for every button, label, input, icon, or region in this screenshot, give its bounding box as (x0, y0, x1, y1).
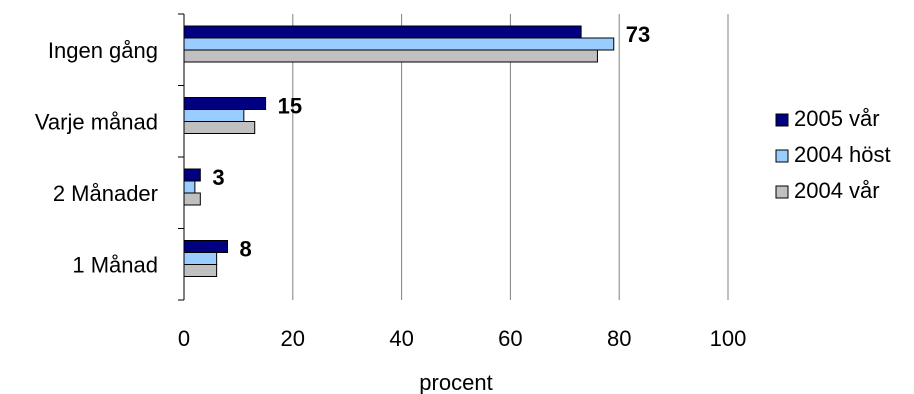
bar-3-series-2 (183, 180, 196, 194)
legend-label-2: 2004 höst (794, 142, 891, 167)
data-label-4: 8 (240, 237, 252, 262)
bar-4-series-1 (183, 240, 229, 253)
bars (183, 25, 615, 277)
bar-1-series-2 (183, 37, 615, 51)
x-tick-label-0: 0 (178, 326, 190, 351)
bar-3-series-3 (183, 192, 201, 206)
legend-label-3: 2004 vår (794, 178, 880, 203)
tick-labels: 0 20 40 60 80 100 (178, 326, 746, 351)
data-label-3: 3 (212, 165, 224, 190)
bar-3-series-1 (183, 168, 201, 182)
category-label-4: 1 Månad (72, 252, 158, 277)
data-label-1: 73 (626, 22, 650, 47)
bar-2-series-2 (183, 109, 245, 122)
x-tick-label-60: 60 (498, 326, 522, 351)
bar-2-series-3 (183, 121, 256, 134)
legend-swatch-2 (775, 149, 789, 163)
bar-4-series-3 (183, 264, 218, 277)
bar-2-series-1 (183, 97, 267, 110)
x-tick-label-100: 100 (710, 326, 747, 351)
x-axis-title: procent (419, 370, 492, 394)
x-tick-label-40: 40 (389, 326, 413, 351)
legend: 2005 vår 2004 höst 2004 vår (775, 106, 891, 203)
x-tick-label-20: 20 (281, 326, 305, 351)
legend-label-1: 2005 vår (794, 106, 880, 131)
category-labels: Ingen gång Varje månad 2 Månader 1 Månad (35, 38, 158, 278)
legend-swatch-1 (775, 113, 789, 127)
axes (178, 13, 185, 301)
category-label-1: Ingen gång (48, 38, 158, 63)
data-labels: 73 15 3 8 (212, 22, 650, 262)
category-label-3: 2 Månader (53, 181, 158, 206)
legend-swatch-3 (775, 185, 789, 199)
data-label-2: 15 (278, 94, 302, 119)
x-tick-label-80: 80 (607, 326, 631, 351)
bar-1-series-3 (183, 49, 598, 63)
bar-4-series-2 (183, 252, 218, 265)
bar-1-series-1 (183, 25, 582, 39)
category-label-2: Varje månad (35, 109, 158, 134)
